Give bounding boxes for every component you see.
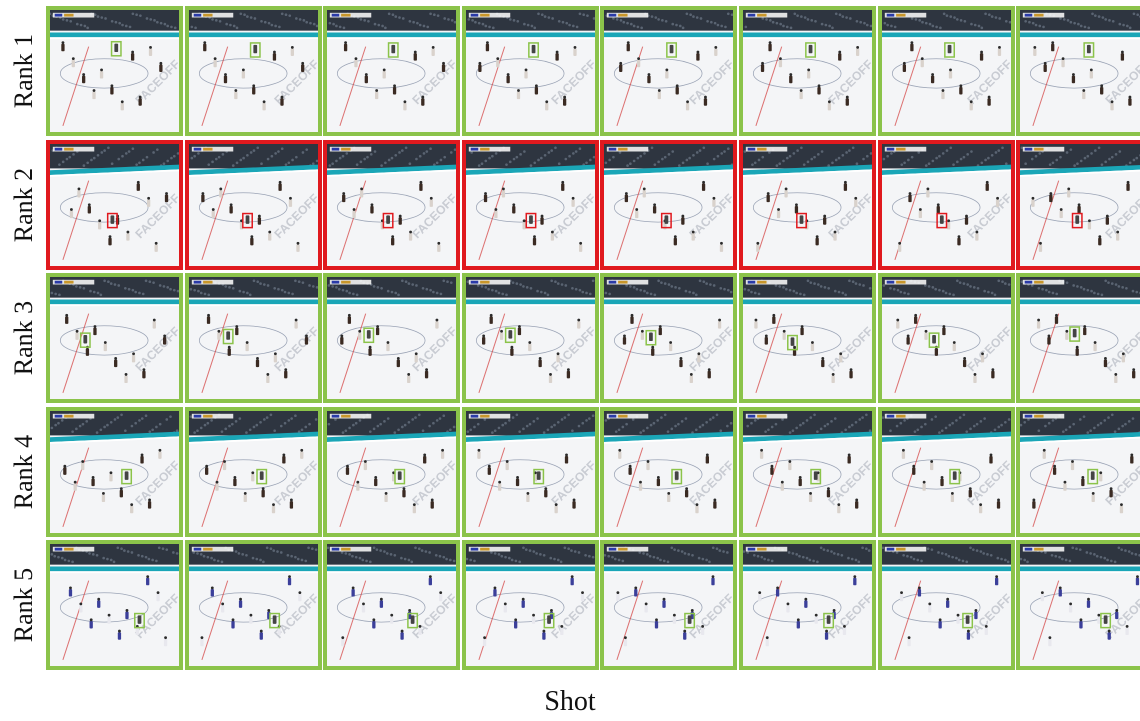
shot-thumbnail: FACEOFF	[1016, 540, 1140, 670]
shot-thumbnail: FACEOFF	[600, 406, 738, 537]
rink-scene: FACEOFF	[743, 544, 872, 666]
shot-thumbnail: FACEOFF	[877, 139, 1015, 270]
rank-label: Rank 4	[4, 407, 44, 537]
shot-thumbnail: FACEOFF	[1016, 139, 1140, 270]
shot-thumbnail: FACEOFF	[739, 273, 876, 403]
rink-scene: FACEOFF	[881, 143, 1011, 266]
rink-scene: FACEOFF	[50, 544, 179, 666]
shot-thumbnail: FACEOFF	[184, 273, 322, 403]
shot-thumbnail: FACEOFF	[877, 6, 1015, 136]
shot-thumbnail: FACEOFF	[1016, 273, 1140, 403]
rink-scene: FACEOFF	[743, 10, 872, 132]
rink-scene: FACEOFF	[1020, 544, 1140, 666]
rink-scene: FACEOFF	[465, 277, 595, 399]
rink-scene: FACEOFF	[604, 10, 734, 132]
shot-thumbnail: FACEOFF	[184, 406, 322, 537]
shot-thumbnail: FACEOFF	[877, 273, 1015, 403]
shot-thumbnail: FACEOFF	[461, 273, 599, 403]
rink-scene: FACEOFF	[1020, 410, 1140, 533]
shot-thumbnail: FACEOFF	[461, 406, 599, 537]
rink-scene: FACEOFF	[743, 143, 872, 266]
rink-scene: FACEOFF	[465, 10, 595, 132]
shot-thumbnail: FACEOFF	[323, 6, 461, 136]
rink-scene: FACEOFF	[188, 277, 318, 399]
shot-thumbnail: FACEOFF	[600, 273, 738, 403]
shot-thumbnail: FACEOFF	[461, 540, 599, 670]
rink-scene: FACEOFF	[50, 10, 179, 132]
rink-scene: FACEOFF	[881, 10, 1011, 132]
rank-label-text: Rank 1	[9, 33, 39, 109]
rink-scene: FACEOFF	[881, 277, 1011, 399]
shot-thumbnail: FACEOFF	[461, 139, 599, 270]
rink-scene: FACEOFF	[743, 410, 872, 533]
rink-scene: FACEOFF	[465, 410, 595, 533]
shot-thumbnail: FACEOFF	[184, 139, 322, 270]
shot-thumbnail: FACEOFF	[600, 139, 738, 270]
rank-label: Rank 1	[4, 6, 44, 136]
rink-scene: FACEOFF	[743, 277, 872, 399]
rink-scene: FACEOFF	[188, 143, 318, 266]
shot-thumbnail: FACEOFF	[46, 540, 183, 670]
shot-thumbnail: FACEOFF	[323, 139, 461, 270]
rink-scene: FACEOFF	[327, 10, 457, 132]
rink-scene: FACEOFF	[604, 277, 734, 399]
shot-thumbnail: FACEOFF	[46, 139, 183, 270]
rink-scene: FACEOFF	[881, 410, 1011, 533]
rink-scene: FACEOFF	[50, 143, 179, 266]
rink-scene: FACEOFF	[327, 143, 457, 266]
shot-thumbnail: FACEOFF	[877, 540, 1015, 670]
rink-scene: FACEOFF	[465, 544, 595, 666]
shot-thumbnail: FACEOFF	[1016, 406, 1140, 537]
rink-scene: FACEOFF	[327, 277, 457, 399]
shot-thumbnail: FACEOFF	[739, 540, 876, 670]
rank-label-text: Rank 3	[9, 300, 39, 376]
rink-scene: FACEOFF	[604, 410, 734, 533]
rink-scene: FACEOFF	[604, 143, 734, 266]
rink-scene: FACEOFF	[604, 544, 734, 666]
rink-scene: FACEOFF	[1020, 10, 1140, 132]
shot-thumbnail: FACEOFF	[1016, 6, 1140, 136]
shot-thumbnail: FACEOFF	[739, 139, 876, 270]
rank-label-text: Rank 4	[9, 434, 39, 509]
shot-thumbnail: FACEOFF	[323, 273, 461, 403]
shot-thumbnail: FACEOFF	[877, 406, 1015, 537]
rank-label-text: Rank 5	[9, 567, 39, 643]
shot-thumbnail: FACEOFF	[739, 406, 876, 537]
shot-thumbnail: FACEOFF	[184, 540, 322, 670]
rink-scene: FACEOFF	[1020, 277, 1140, 399]
shot-thumbnail: FACEOFF	[46, 406, 183, 537]
shot-thumbnail: FACEOFF	[184, 6, 322, 136]
rink-scene: FACEOFF	[327, 410, 457, 533]
rink-scene: FACEOFF	[881, 544, 1011, 666]
rink-scene: FACEOFF	[50, 277, 179, 399]
rink-scene: FACEOFF	[188, 410, 318, 533]
shot-thumbnail: FACEOFF	[46, 6, 183, 136]
rink-scene: FACEOFF	[188, 10, 318, 132]
rink-scene: FACEOFF	[188, 544, 318, 666]
rank-label-text: Rank 2	[9, 167, 39, 242]
shot-thumbnail: FACEOFF	[46, 273, 183, 403]
shot-thumbnail: FACEOFF	[323, 406, 461, 537]
shot-thumbnail: FACEOFF	[461, 6, 599, 136]
shot-thumbnail: FACEOFF	[323, 540, 461, 670]
shot-thumbnail: FACEOFF	[739, 6, 876, 136]
rank-label: Rank 2	[4, 140, 44, 270]
rink-scene: FACEOFF	[1020, 143, 1140, 266]
shot-thumbnail: FACEOFF	[600, 6, 738, 136]
rink-scene: FACEOFF	[50, 410, 179, 533]
shot-thumbnail: FACEOFF	[600, 540, 738, 670]
rank-label: Rank 3	[4, 273, 44, 403]
rink-scene: FACEOFF	[465, 143, 595, 266]
rink-scene: FACEOFF	[327, 544, 457, 666]
x-axis-label: Shot	[544, 686, 596, 717]
rank-label: Rank 5	[4, 540, 44, 670]
